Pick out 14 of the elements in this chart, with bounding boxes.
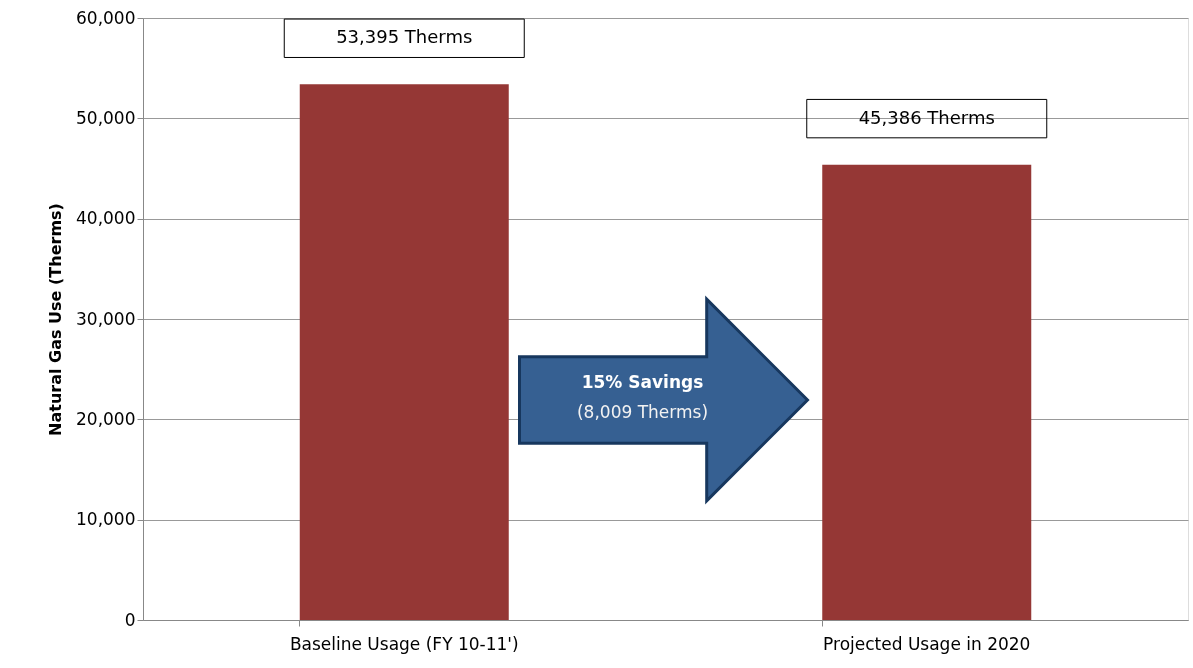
y-tick-label: 0 xyxy=(124,609,136,630)
y-tick-label: 40,000 xyxy=(76,208,136,229)
annotation: (8,009 Therms) xyxy=(576,402,709,422)
y-tick-label: 30,000 xyxy=(76,308,136,329)
y-axis-title: Natural Gas Use (Therms) xyxy=(46,203,66,436)
x-tick-label: Projected Usage in 2020 xyxy=(823,633,1031,654)
data-label: 53,395 Therms xyxy=(336,26,473,48)
y-tick-label: 10,000 xyxy=(76,509,136,530)
annotation: 15% Savings xyxy=(581,372,704,392)
y-tick-label: 60,000 xyxy=(76,7,136,28)
y-tick-label: 20,000 xyxy=(76,408,136,429)
y-tick-label: 50,000 xyxy=(76,107,136,128)
data-label: 45,386 Therms xyxy=(858,106,995,128)
x-tick-label: Baseline Usage (FY 10-11') xyxy=(289,633,519,654)
